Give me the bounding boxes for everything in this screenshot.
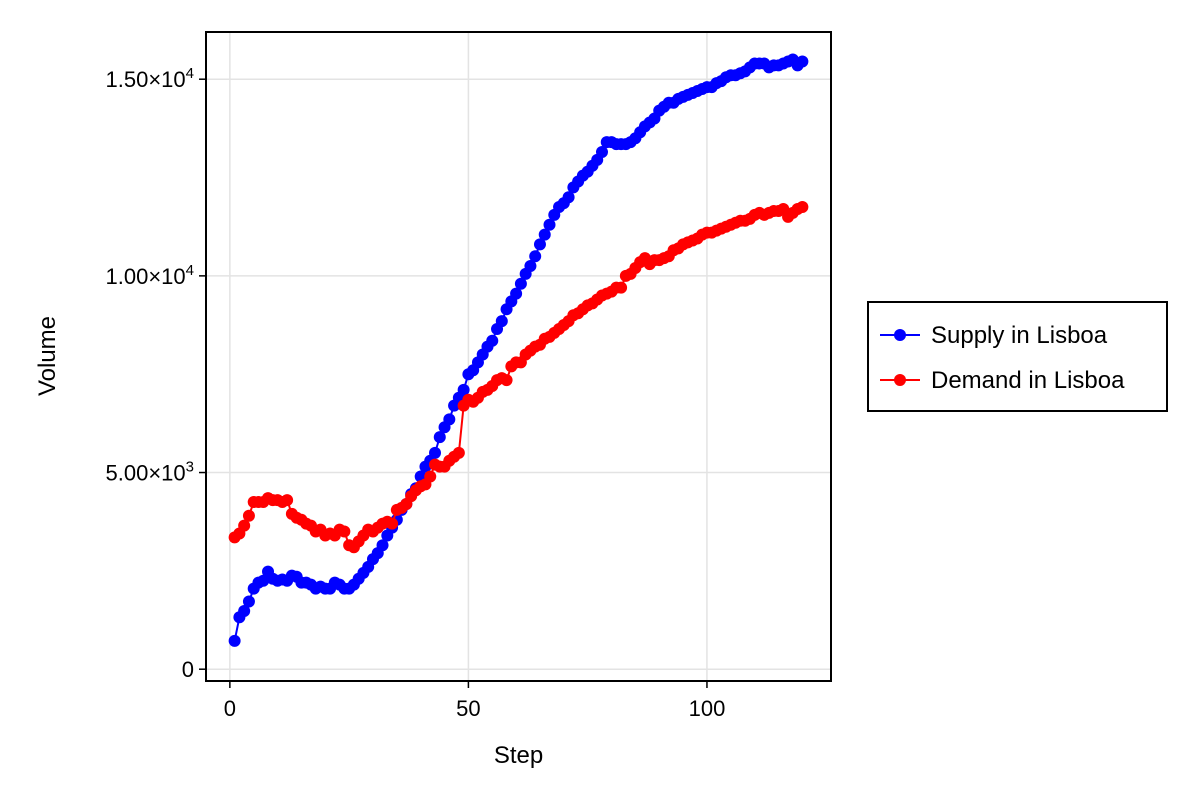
series-0-point-0 <box>228 634 241 647</box>
series-line-1 <box>233 206 803 549</box>
series-0-point-59 <box>510 287 523 300</box>
series-0-point-119 <box>796 55 809 68</box>
series-1-point-23 <box>338 525 351 538</box>
series-1-point-57 <box>500 374 513 387</box>
series-0-point-63 <box>529 250 542 263</box>
series-0-point-54 <box>486 334 499 347</box>
legend: Supply in Lisboa Demand in Lisboa <box>867 301 1168 412</box>
series-0-point-45 <box>443 413 456 426</box>
series-1-point-33 <box>386 517 399 530</box>
x-tick-label-1: 50 <box>456 696 480 721</box>
series-0-point-43 <box>433 431 446 444</box>
series-0-point-6 <box>257 574 270 587</box>
legend-marker-demand <box>894 374 906 386</box>
plot-frame <box>205 31 832 682</box>
series-line-0 <box>233 58 804 642</box>
series-0-point-60 <box>514 277 527 290</box>
series-0-point-2 <box>238 604 251 617</box>
series-0-point-42 <box>429 446 442 459</box>
axis-ticks: 0 50 100 0 5.00×103 1.00×104 1.50×104 <box>106 65 726 721</box>
series-0-point-64 <box>533 238 546 251</box>
y-tick-label-0: 0 <box>182 657 194 682</box>
legend-entry-supply: Supply in Lisboa <box>880 322 1108 349</box>
series-0-point-65 <box>538 228 551 241</box>
series-1-point-11 <box>281 494 294 507</box>
x-tick-label-0: 0 <box>224 696 236 721</box>
series-1-point-47 <box>452 446 465 459</box>
series-1 <box>228 201 809 554</box>
legend-entry-demand: Demand in Lisboa <box>880 367 1125 394</box>
x-axis-label: Step <box>494 742 543 769</box>
grid-lines <box>206 32 831 681</box>
series-1-point-3 <box>242 509 255 522</box>
series-1-point-81 <box>615 281 628 294</box>
series-0-point-31 <box>376 539 389 552</box>
series-1-point-41 <box>424 470 437 483</box>
y-tick-label-3: 1.50×104 <box>106 65 194 92</box>
y-tick-label-1: 5.00×103 <box>106 459 194 486</box>
legend-label-supply: Supply in Lisboa <box>931 322 1108 349</box>
legend-frame <box>867 301 1168 412</box>
series-1-point-2 <box>238 519 251 532</box>
series-1-point-119 <box>796 201 809 214</box>
series-0-point-56 <box>495 315 508 328</box>
series-0-point-3 <box>242 595 255 608</box>
x-tick-label-2: 100 <box>689 696 726 721</box>
y-axis-label: Volume <box>34 316 61 396</box>
series-layer <box>228 53 809 647</box>
legend-label-demand: Demand in Lisboa <box>931 367 1125 394</box>
y-tick-label-2: 1.00×104 <box>106 262 194 289</box>
series-0 <box>228 53 809 647</box>
series-0-point-48 <box>457 383 470 396</box>
series-0-point-62 <box>524 260 537 273</box>
series-0-point-77 <box>595 145 608 158</box>
series-0-point-70 <box>562 191 575 204</box>
legend-marker-supply <box>894 329 906 341</box>
series-0-point-66 <box>543 218 556 231</box>
